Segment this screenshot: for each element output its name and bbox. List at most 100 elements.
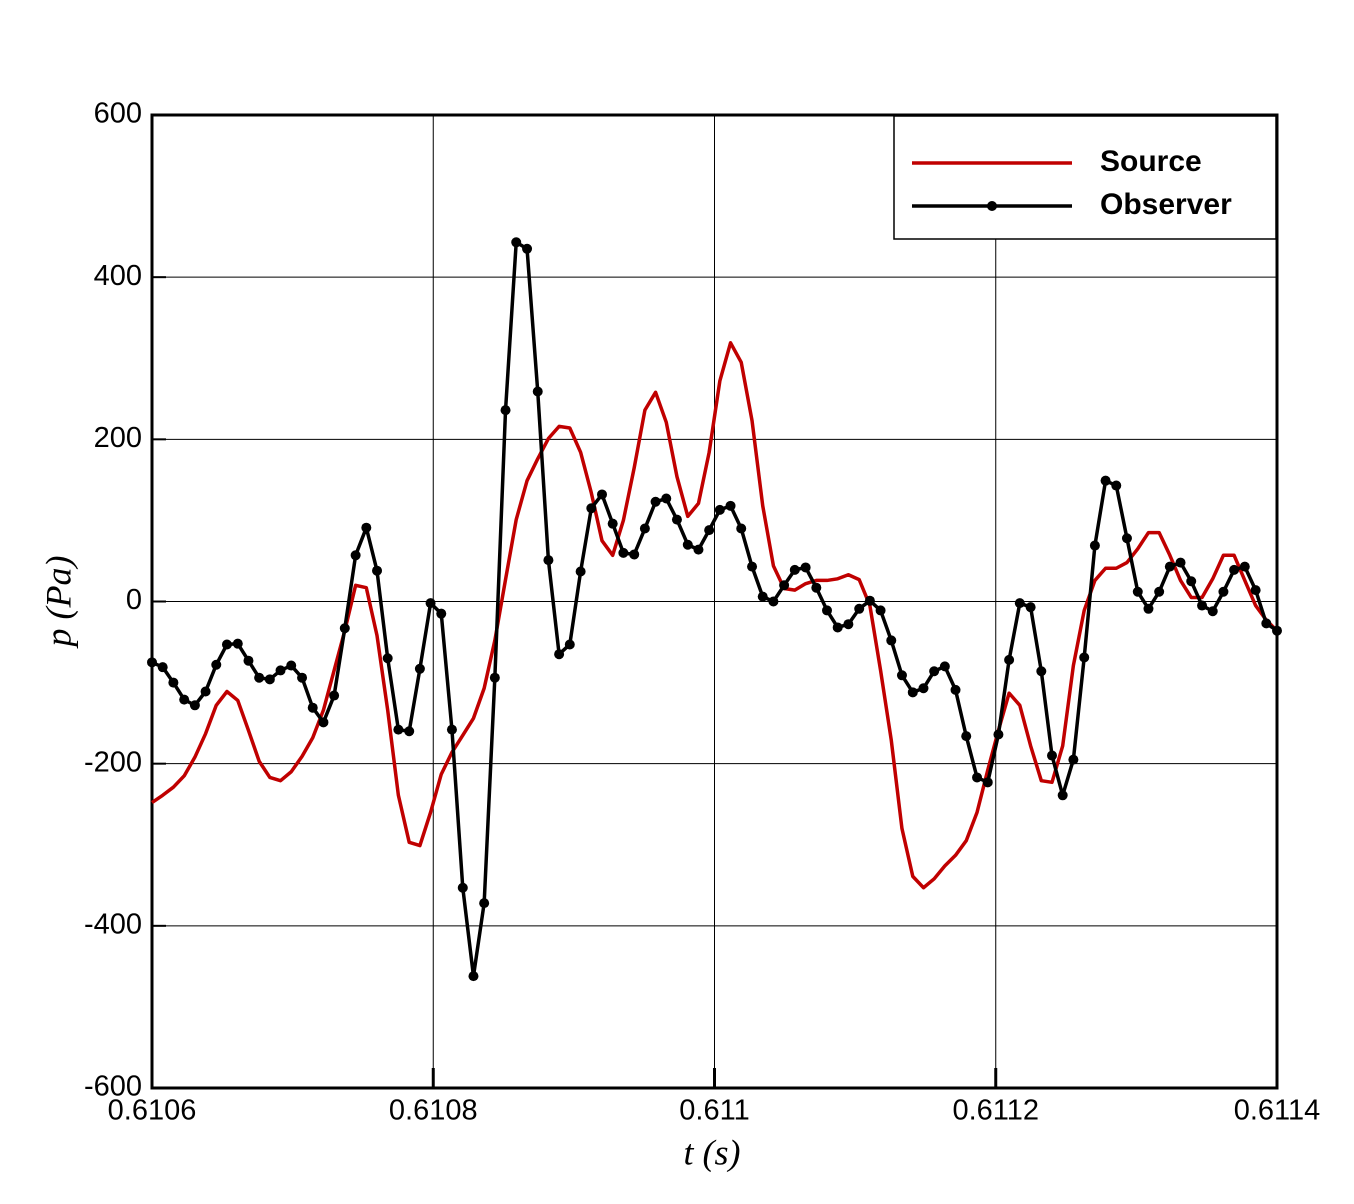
marker — [1261, 618, 1272, 629]
marker — [575, 566, 586, 577]
marker — [468, 971, 479, 982]
marker — [811, 582, 822, 593]
marker — [286, 660, 297, 671]
y-axis-label: p (Pa) — [38, 556, 78, 650]
marker — [1100, 475, 1111, 486]
x-tick-label: 0.6106 — [108, 1095, 197, 1127]
marker — [843, 619, 854, 630]
marker — [1186, 576, 1197, 587]
marker — [725, 500, 736, 511]
marker — [639, 523, 650, 534]
marker — [1121, 533, 1132, 544]
marker — [243, 655, 254, 666]
marker — [779, 580, 790, 591]
marker — [522, 243, 533, 254]
marker — [875, 605, 886, 616]
marker — [1239, 561, 1250, 572]
marker — [382, 653, 393, 664]
marker — [586, 503, 597, 514]
marker — [1250, 585, 1261, 596]
marker — [961, 731, 972, 742]
marker — [704, 525, 715, 536]
marker — [597, 489, 607, 500]
marker — [768, 596, 779, 607]
marker — [1089, 540, 1100, 551]
marker — [1229, 564, 1240, 575]
marker — [264, 674, 275, 685]
marker — [393, 724, 404, 735]
marker — [157, 662, 168, 673]
y-tick-label: -200 — [84, 746, 142, 778]
marker — [1057, 790, 1068, 801]
marker — [747, 561, 758, 572]
marker — [822, 605, 832, 616]
marker — [1068, 754, 1079, 765]
marker — [1014, 598, 1025, 609]
marker — [1218, 586, 1229, 597]
legend-marker — [987, 201, 997, 211]
marker — [682, 539, 693, 550]
marker — [896, 670, 907, 681]
marker — [425, 598, 436, 609]
legend-box — [893, 115, 1277, 240]
marker — [736, 523, 747, 534]
plot-frame — [150, 113, 1279, 1090]
marker — [554, 649, 565, 660]
marker — [329, 690, 340, 701]
marker — [854, 603, 865, 614]
marker — [982, 777, 993, 788]
marker — [168, 677, 179, 688]
marker — [361, 522, 372, 533]
y-tick-label: 400 — [94, 260, 142, 292]
marker — [350, 550, 361, 561]
marker — [297, 672, 308, 683]
marker — [661, 493, 672, 504]
marker — [1272, 625, 1282, 636]
marker — [489, 672, 500, 683]
marker — [479, 898, 490, 909]
marker — [1207, 606, 1218, 617]
marker — [1143, 603, 1154, 614]
y-tick-label: -400 — [84, 908, 142, 940]
legend-label: Source — [1100, 145, 1202, 178]
marker — [200, 686, 211, 697]
x-tick-label: 0.6108 — [389, 1095, 478, 1127]
marker — [189, 700, 200, 711]
marker — [907, 687, 918, 698]
marker — [789, 564, 800, 575]
x-tick-label: 0.6114 — [1234, 1095, 1321, 1127]
marker — [950, 684, 961, 695]
marker — [436, 608, 447, 619]
marker — [693, 544, 704, 555]
marker — [918, 683, 929, 694]
marker — [339, 623, 350, 634]
marker — [1175, 557, 1186, 568]
marker — [457, 882, 468, 893]
marker — [650, 496, 661, 507]
marker — [307, 702, 318, 713]
x-axis-label: t (s) — [684, 1132, 741, 1172]
marker — [221, 639, 232, 650]
marker — [972, 772, 983, 783]
marker — [929, 666, 940, 677]
marker — [993, 729, 1004, 740]
marker — [372, 565, 382, 576]
marker — [532, 386, 543, 397]
marker — [404, 726, 415, 737]
marker — [1132, 586, 1143, 597]
marker — [1154, 586, 1165, 597]
marker — [500, 405, 511, 416]
y-tick-label: -600 — [84, 1071, 142, 1103]
marker — [1197, 600, 1208, 611]
marker — [671, 514, 682, 525]
marker — [232, 638, 243, 649]
marker — [1079, 652, 1090, 663]
marker — [629, 549, 640, 560]
x-tick-label: 0.6112 — [952, 1095, 1039, 1127]
marker — [1036, 666, 1047, 677]
marker — [864, 595, 875, 606]
x-tick-label: 0.611 — [679, 1095, 749, 1127]
marker — [1025, 602, 1036, 613]
y-tick-label: 0 — [126, 584, 142, 616]
y-tick-label: 600 — [94, 98, 142, 130]
